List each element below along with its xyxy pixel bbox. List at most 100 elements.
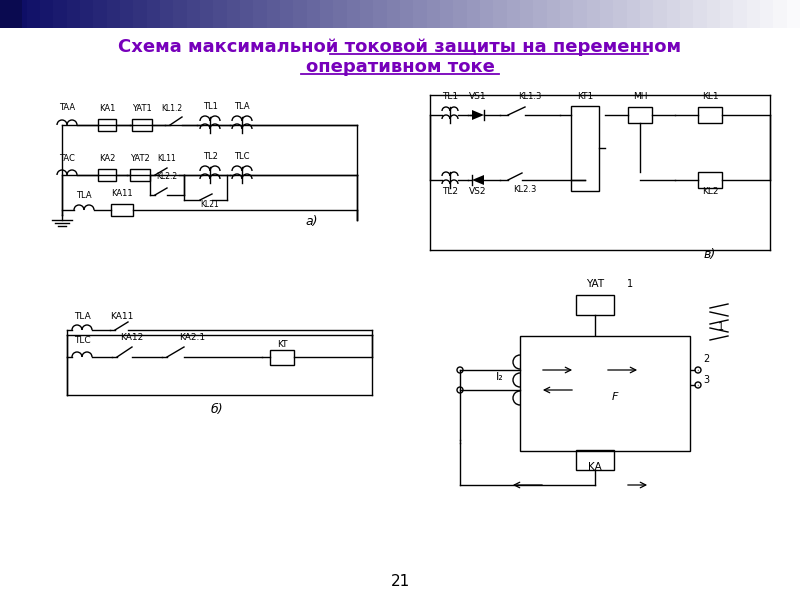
Bar	[120, 0, 134, 28]
Bar	[734, 0, 746, 28]
Text: TL2: TL2	[202, 152, 218, 161]
Bar	[334, 0, 346, 28]
Bar	[111, 204, 133, 216]
Text: TL2: TL2	[442, 187, 458, 196]
Text: KA12: KA12	[120, 333, 144, 342]
Text: 1: 1	[627, 279, 633, 289]
Text: I₂: I₂	[496, 372, 504, 382]
Bar	[346, 0, 360, 28]
Text: TL1: TL1	[202, 102, 218, 111]
Bar	[294, 0, 306, 28]
Text: TLA: TLA	[76, 191, 92, 200]
Bar	[134, 0, 146, 28]
Bar	[640, 0, 654, 28]
Bar	[586, 0, 600, 28]
Text: KL1.2: KL1.2	[162, 104, 182, 113]
Bar	[66, 0, 80, 28]
Text: MH: MH	[633, 92, 647, 101]
Bar	[106, 0, 120, 28]
Text: YAT2: YAT2	[130, 154, 150, 163]
Bar	[386, 0, 400, 28]
Bar	[626, 0, 640, 28]
Bar	[14, 0, 26, 28]
Bar	[266, 0, 280, 28]
Text: 21: 21	[390, 575, 410, 589]
Bar	[26, 0, 40, 28]
Bar	[414, 0, 426, 28]
Text: KL2.3: KL2.3	[514, 185, 537, 194]
Bar	[494, 0, 506, 28]
Bar	[666, 0, 680, 28]
Bar	[254, 0, 266, 28]
Bar	[426, 0, 440, 28]
Text: 1: 1	[718, 322, 724, 332]
Bar	[280, 0, 294, 28]
Text: KL1: KL1	[702, 92, 718, 101]
Bar	[480, 0, 494, 28]
Bar	[746, 0, 760, 28]
Bar	[576, 295, 614, 315]
Bar	[160, 0, 174, 28]
Polygon shape	[472, 110, 484, 120]
Bar	[270, 349, 294, 364]
Text: TLA: TLA	[74, 312, 90, 321]
Bar	[720, 0, 734, 28]
Text: KL2.2: KL2.2	[157, 172, 178, 181]
Bar	[0, 0, 14, 28]
Text: в): в)	[704, 248, 716, 261]
Bar	[214, 0, 226, 28]
Text: F: F	[612, 392, 618, 402]
Text: YAT1: YAT1	[132, 104, 152, 113]
Text: Схема максимальной токовой защиты на переменном: Схема максимальной токовой защиты на пер…	[118, 38, 682, 56]
Text: KA1: KA1	[99, 104, 115, 113]
Bar	[628, 107, 652, 123]
Bar	[560, 0, 574, 28]
Bar	[226, 0, 240, 28]
Text: KA11: KA11	[111, 189, 133, 198]
Bar	[786, 0, 800, 28]
Text: KT: KT	[277, 340, 287, 349]
Bar	[94, 0, 106, 28]
Text: KA2.1: KA2.1	[179, 333, 205, 342]
Text: KL1.3: KL1.3	[518, 92, 542, 101]
Bar	[186, 0, 200, 28]
Bar	[614, 0, 626, 28]
Bar	[506, 0, 520, 28]
Bar	[600, 0, 614, 28]
Bar	[706, 0, 720, 28]
Text: TLC: TLC	[234, 152, 250, 161]
Bar	[174, 0, 186, 28]
Bar	[454, 0, 466, 28]
Bar	[680, 0, 694, 28]
Bar	[98, 169, 116, 181]
Text: TL1: TL1	[442, 92, 458, 101]
Text: б): б)	[210, 403, 223, 416]
Bar	[54, 0, 66, 28]
Bar	[80, 0, 94, 28]
Bar	[760, 0, 774, 28]
Bar	[132, 119, 152, 131]
Text: VS2: VS2	[470, 187, 486, 196]
Text: KL11: KL11	[158, 154, 176, 163]
Text: TAA: TAA	[59, 103, 75, 112]
Text: KA11: KA11	[110, 312, 134, 321]
Bar	[466, 0, 480, 28]
Bar	[320, 0, 334, 28]
Bar	[546, 0, 560, 28]
Bar	[574, 0, 586, 28]
Bar	[130, 169, 150, 181]
Text: KT1: KT1	[577, 92, 593, 101]
Bar	[400, 0, 414, 28]
Bar	[360, 0, 374, 28]
Bar	[40, 0, 54, 28]
Bar	[520, 335, 690, 451]
Text: KL21: KL21	[201, 200, 219, 209]
Text: TLC: TLC	[74, 336, 90, 345]
Bar	[698, 172, 722, 188]
Bar	[440, 0, 454, 28]
Text: 2: 2	[703, 354, 710, 364]
Bar	[520, 0, 534, 28]
Bar	[374, 0, 386, 28]
Bar	[571, 106, 599, 191]
Text: KA2: KA2	[99, 154, 115, 163]
